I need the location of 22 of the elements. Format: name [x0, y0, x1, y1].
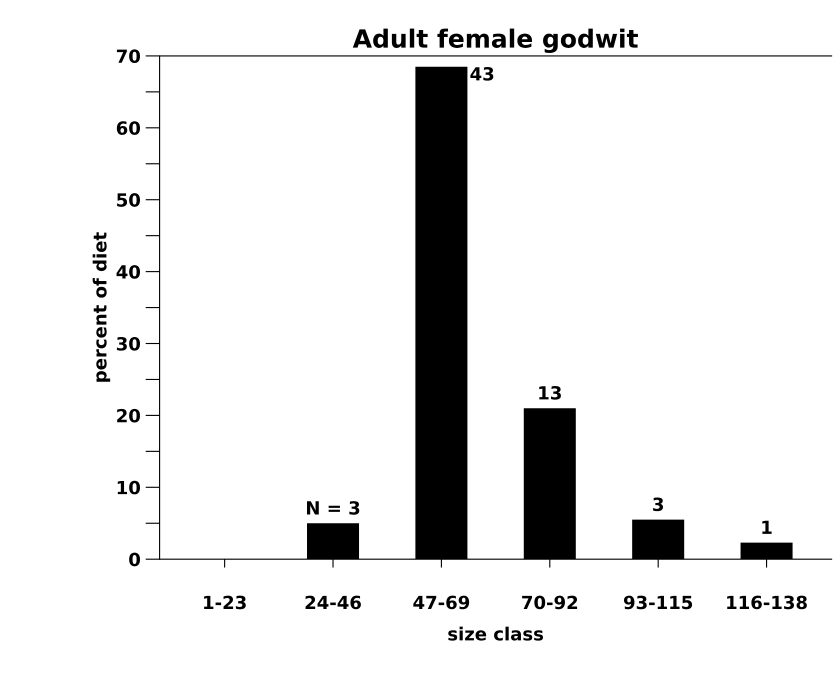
annotation: 3 [653, 497, 664, 512]
x-tick-label: 116-138 [727, 596, 807, 610]
y-tick-label: 60 [116, 121, 140, 135]
x-axis-title: size class [448, 626, 544, 641]
x-tick-label: 93-115 [624, 596, 692, 610]
y-tick-label: 0 [129, 552, 140, 566]
x-tick-label: 24-46 [306, 596, 361, 610]
annotation: 43 [470, 67, 494, 81]
annotation: 1 [762, 520, 772, 534]
y-axis-title: percent of diet [92, 232, 110, 382]
chart-title: Adult female godwit [352, 28, 638, 53]
annotation: N = 3 [306, 501, 360, 515]
y-tick-label: 20 [117, 408, 140, 423]
y-tick-label: 40 [116, 265, 140, 279]
x-tick-label: 1-23 [204, 596, 246, 610]
y-tick-label: 10 [118, 480, 140, 494]
y-tick-label: 50 [117, 193, 140, 207]
y-tick-label: 70 [116, 49, 140, 64]
annotation: 13 [539, 386, 561, 400]
y-tick-label: 30 [116, 336, 140, 351]
x-tick-label: 70-92 [522, 596, 578, 610]
x-tick-label: 47-69 [413, 596, 470, 610]
